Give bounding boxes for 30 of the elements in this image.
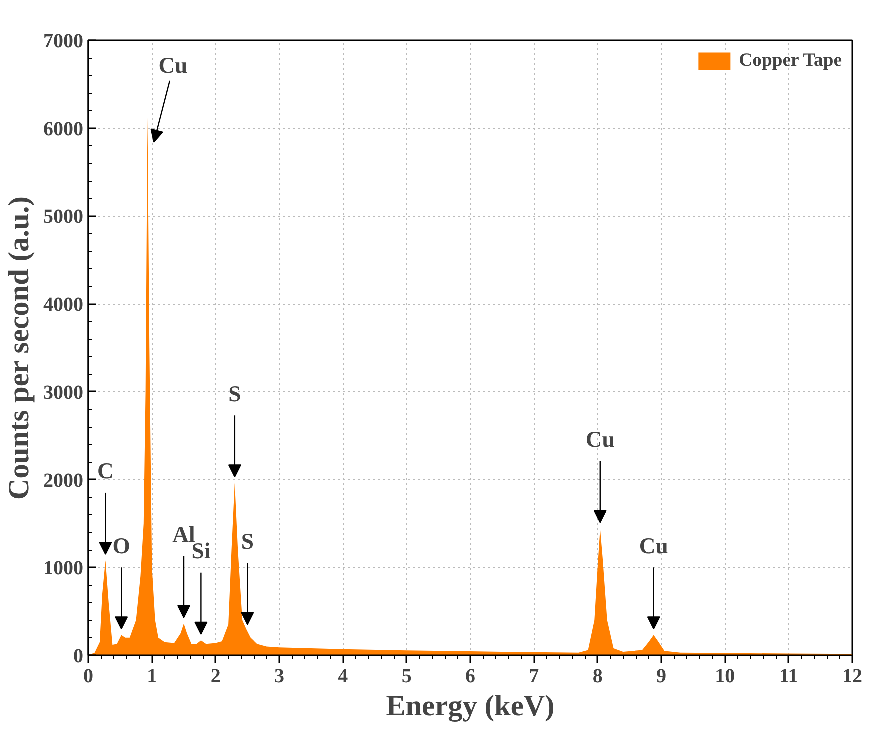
x-tick-label: 12: [842, 666, 862, 688]
y-tick-label: 2000: [44, 470, 84, 492]
y-tick-label: 0: [74, 646, 84, 668]
y-tick-label: 3000: [44, 382, 84, 404]
annotation: Cu: [158, 52, 188, 78]
annotation: C: [98, 458, 114, 484]
x-tick-label: 11: [779, 666, 798, 688]
x-tick-label: 5: [402, 666, 412, 688]
annotation: S: [241, 529, 254, 554]
x-tick-label: 1: [147, 666, 158, 688]
x-tick-label: 8: [592, 666, 603, 688]
x-tick-label: 9: [656, 666, 666, 688]
legend-label: Copper Tape: [739, 50, 842, 72]
y-tick-label: 7000: [44, 30, 84, 52]
y-tick-label: 5000: [44, 206, 84, 228]
y-tick-label: 1000: [44, 558, 84, 580]
x-tick-label: 10: [715, 666, 736, 688]
annotation: O: [112, 533, 130, 558]
annotation: Cu: [639, 533, 668, 558]
x-tick-label: 3: [274, 666, 284, 688]
y-axis-title: Counts per second (a.u.): [4, 196, 36, 500]
annotation: Cu: [586, 427, 615, 452]
x-tick-label: 2: [210, 666, 221, 688]
x-axis-title: Energy (keV): [386, 690, 555, 722]
x-tick-label: 7: [529, 666, 540, 688]
x-tick-label: 6: [466, 666, 476, 688]
y-tick-label: 4000: [44, 294, 84, 316]
annotation: S: [228, 381, 242, 406]
x-tick-label: 4: [338, 666, 348, 688]
y-tick-label: 6000: [44, 118, 84, 140]
